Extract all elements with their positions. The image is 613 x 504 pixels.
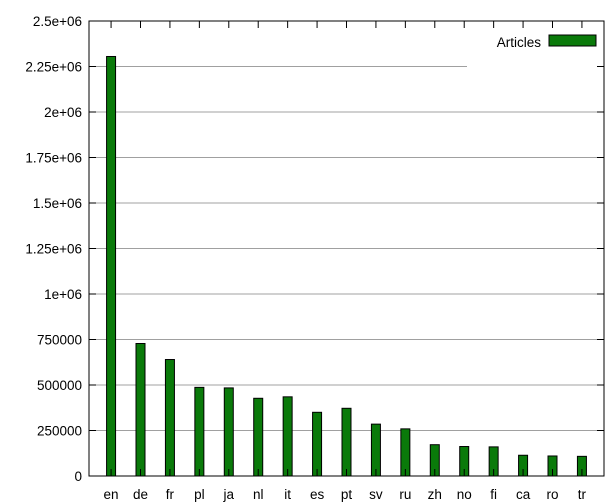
x-tick-label: ru [399, 487, 411, 502]
y-tick-label: 0 [74, 469, 82, 484]
x-tick-label: sv [369, 487, 383, 502]
y-tick-label: 2.5e+06 [33, 14, 82, 29]
y-tick-label: 1e+06 [44, 287, 82, 302]
x-tick-label: fr [166, 487, 175, 502]
bar-pt [341, 407, 352, 477]
x-tick-label: pt [341, 487, 353, 502]
y-tick-label: 250000 [37, 424, 82, 439]
y-tick-labels: 0 250000 500000 750000 1e+06 1.25e+06 1.5e+06 1… [25, 14, 82, 484]
x-tick-label: es [310, 487, 325, 502]
bar-fr [164, 359, 175, 477]
x-tick-label: ro [546, 487, 558, 502]
x-tick-label: zh [428, 487, 442, 502]
x-tick-label: it [284, 487, 291, 502]
x-tick-label: pl [194, 487, 205, 502]
bar-de [135, 343, 146, 477]
x-tick-label: ja [223, 487, 235, 502]
bar-it [282, 396, 293, 477]
bar-sv [370, 423, 381, 477]
x-tick-label: tr [578, 487, 587, 502]
y-tick-label: 2.25e+06 [25, 60, 82, 75]
y-tick-label: 500000 [37, 378, 82, 393]
y-tick-label: 1.5e+06 [33, 196, 82, 211]
legend: Articles [497, 34, 597, 50]
bar-pl [194, 386, 205, 477]
x-tick-label: nl [253, 487, 264, 502]
x-tick-label: en [104, 487, 119, 502]
x-tick-label: no [457, 487, 472, 502]
bar-nl [253, 397, 264, 477]
bar-ja [223, 387, 234, 477]
y-tick-label: 1.25e+06 [25, 242, 82, 257]
y-tick-label: 2e+06 [44, 105, 82, 120]
bar-en [106, 55, 117, 477]
legend-swatch [548, 34, 597, 47]
bar-ru [400, 428, 411, 477]
x-tick-label: fi [490, 487, 497, 502]
x-tick-label: de [133, 487, 148, 502]
y-tick-label: 1.75e+06 [25, 151, 82, 166]
y-tick-label: 750000 [37, 333, 82, 348]
legend-label: Articles [497, 35, 542, 50]
bar-es [312, 411, 323, 477]
x-tick-label: ca [516, 487, 531, 502]
x-tick-labels: en de fr pl ja nl it es pt sv ru zh no fi ca ro tr [104, 487, 587, 502]
axis-ticks [89, 20, 604, 477]
bars [106, 55, 587, 477]
